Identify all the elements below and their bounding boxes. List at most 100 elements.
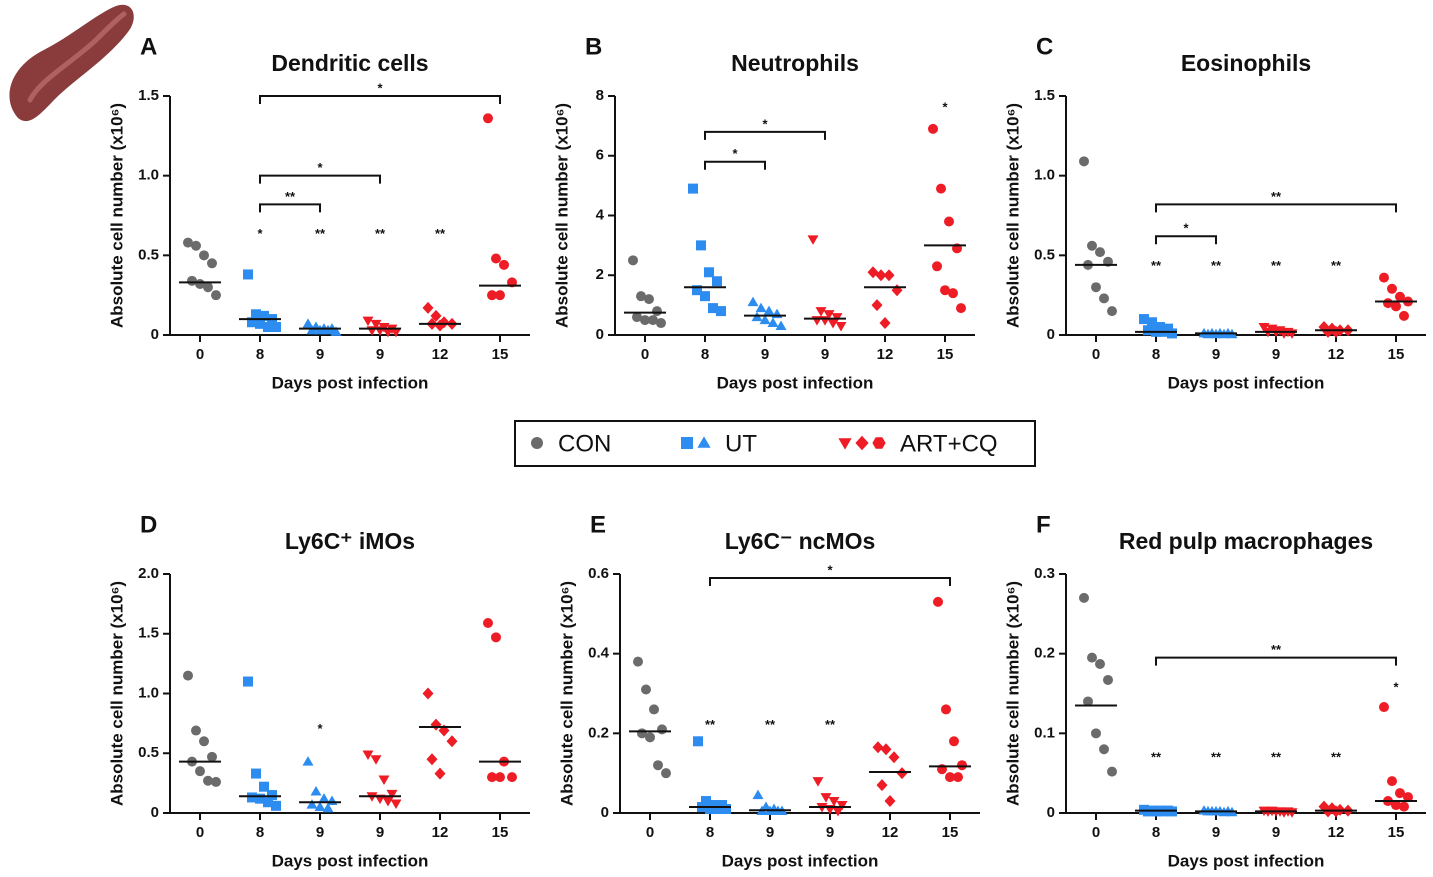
axes xyxy=(169,96,530,336)
point xyxy=(370,755,382,765)
point xyxy=(263,322,273,333)
point xyxy=(495,290,505,301)
point xyxy=(657,724,667,735)
bracket-label: * xyxy=(732,146,738,161)
point xyxy=(644,294,654,305)
significance-bracket xyxy=(259,95,501,104)
point xyxy=(633,656,643,667)
chart-title: Dendritic cells xyxy=(271,50,428,76)
point xyxy=(199,250,209,261)
x-tick-label: 12 xyxy=(882,824,899,841)
point xyxy=(932,261,942,272)
point xyxy=(487,290,497,301)
y-axis-label: Absolute cell number (x10⁶) xyxy=(552,103,571,328)
y-tick-label: 0.2 xyxy=(1034,645,1055,662)
point xyxy=(1147,317,1157,328)
point xyxy=(203,282,213,293)
point xyxy=(820,793,832,803)
significance-star: ** xyxy=(1331,258,1342,273)
panel-letter: B xyxy=(585,33,602,60)
point xyxy=(641,684,651,695)
point xyxy=(434,319,446,332)
significance-star: ** xyxy=(435,226,446,241)
point xyxy=(836,801,848,811)
point xyxy=(1107,766,1117,777)
y-axis-label: Absolute cell number (x10⁶) xyxy=(1003,581,1022,806)
x-axis-label: Days post infection xyxy=(722,851,879,870)
point xyxy=(876,779,888,792)
point xyxy=(891,284,903,297)
point xyxy=(692,285,702,296)
point xyxy=(945,772,955,783)
point xyxy=(390,327,402,338)
y-axis-label: Absolute cell number (x10⁶) xyxy=(107,581,126,806)
point xyxy=(1095,659,1105,670)
point xyxy=(1395,291,1405,302)
legend-label: CON xyxy=(558,430,611,457)
point xyxy=(211,776,221,787)
point xyxy=(243,676,253,687)
point xyxy=(183,237,193,248)
point xyxy=(872,437,886,449)
x-tick-label: 12 xyxy=(1328,824,1345,841)
point xyxy=(1322,325,1334,338)
point xyxy=(378,775,390,786)
legend-box xyxy=(514,420,1036,467)
point xyxy=(1107,306,1117,317)
x-tick-label: 12 xyxy=(432,346,449,363)
point xyxy=(815,307,827,317)
x-tick-label: 8 xyxy=(1152,346,1160,363)
point xyxy=(1099,744,1109,755)
point xyxy=(318,793,330,803)
x-tick-label: 0 xyxy=(646,824,654,841)
axes xyxy=(1065,574,1426,814)
point xyxy=(807,235,819,245)
y-tick-label: 0 xyxy=(151,326,159,343)
point xyxy=(199,736,209,747)
point xyxy=(708,303,718,314)
point xyxy=(207,258,217,269)
x-tick-label: 0 xyxy=(196,346,204,363)
significance-star: * xyxy=(317,721,323,736)
point xyxy=(767,317,779,328)
point xyxy=(310,785,322,796)
point xyxy=(247,317,257,328)
x-tick-label: 9 xyxy=(376,346,384,363)
point xyxy=(314,801,326,812)
point xyxy=(330,326,342,336)
point xyxy=(632,312,642,323)
significance-bracket xyxy=(704,160,766,170)
significance-star: ** xyxy=(1271,258,1282,273)
point xyxy=(267,790,277,801)
point xyxy=(183,670,193,681)
chart-title: Red pulp macrophages xyxy=(1119,528,1373,554)
panel-letter: C xyxy=(1036,33,1053,60)
point xyxy=(855,435,869,451)
point xyxy=(884,795,896,808)
y-tick-label: 0.4 xyxy=(588,645,610,662)
point xyxy=(712,276,722,287)
x-tick-label: 15 xyxy=(492,824,509,841)
point xyxy=(370,319,382,330)
point xyxy=(688,183,698,194)
significance-star: ** xyxy=(765,717,776,732)
point xyxy=(696,240,706,251)
significance-star: * xyxy=(942,99,948,114)
chart-title: Neutrophils xyxy=(731,50,859,76)
y-tick-label: 0 xyxy=(1047,804,1055,821)
point xyxy=(362,750,374,760)
axes xyxy=(619,574,980,814)
point xyxy=(1403,792,1413,803)
point xyxy=(507,772,517,783)
significance-bracket xyxy=(704,130,826,140)
x-axis-label: Days post infection xyxy=(1168,851,1325,870)
bracket-label: ** xyxy=(1271,189,1282,204)
x-tick-label: 9 xyxy=(766,824,774,841)
x-tick-label: 0 xyxy=(1092,346,1100,363)
point xyxy=(763,305,775,316)
point xyxy=(386,789,398,800)
point xyxy=(382,797,394,807)
point xyxy=(422,301,434,314)
bracket-label: ** xyxy=(285,189,296,204)
point xyxy=(1395,788,1405,799)
